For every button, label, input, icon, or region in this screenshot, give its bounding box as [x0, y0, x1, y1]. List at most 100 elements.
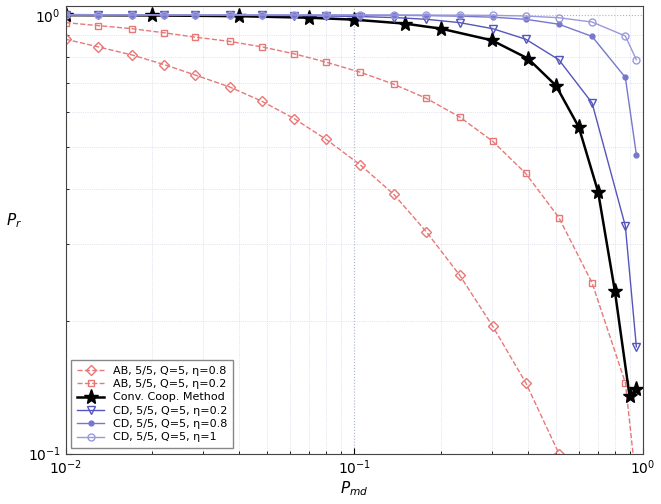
Conv. Coop. Method: [488, 37, 496, 43]
Conv. Coop. Method: [305, 15, 313, 21]
AB, 5/5, Q=5, η=0.2: [390, 81, 398, 87]
Line: Conv. Coop. Method: Conv. Coop. Method: [58, 8, 644, 404]
CD, 5/5, Q=5, η=1: [488, 13, 496, 19]
CD, 5/5, Q=5, η=0.8: [555, 21, 563, 27]
CD, 5/5, Q=5, η=0.2: [422, 16, 430, 22]
CD, 5/5, Q=5, η=0.8: [190, 12, 198, 18]
AB, 5/5, Q=5, η=0.2: [290, 51, 298, 57]
CD, 5/5, Q=5, η=0.2: [290, 13, 298, 19]
CD, 5/5, Q=5, η=0.2: [522, 36, 529, 42]
CD, 5/5, Q=5, η=1: [258, 12, 266, 18]
AB, 5/5, Q=5, η=0.8: [488, 323, 496, 329]
Conv. Coop. Method: [575, 124, 583, 130]
CD, 5/5, Q=5, η=1: [225, 12, 233, 18]
AB, 5/5, Q=5, η=0.2: [555, 215, 563, 221]
Conv. Coop. Method: [552, 83, 560, 89]
AB, 5/5, Q=5, η=0.2: [522, 170, 529, 176]
CD, 5/5, Q=5, η=0.2: [161, 12, 169, 18]
AB, 5/5, Q=5, η=0.2: [190, 34, 198, 40]
AB, 5/5, Q=5, η=0.8: [225, 84, 233, 90]
CD, 5/5, Q=5, η=0.8: [128, 12, 136, 18]
Conv. Coop. Method: [524, 55, 532, 61]
CD, 5/5, Q=5, η=0.8: [61, 12, 69, 18]
AB, 5/5, Q=5, η=0.2: [322, 59, 330, 65]
CD, 5/5, Q=5, η=0.8: [455, 13, 463, 19]
AB, 5/5, Q=5, η=0.8: [522, 380, 529, 386]
AB, 5/5, Q=5, η=0.2: [161, 30, 169, 36]
CD, 5/5, Q=5, η=1: [422, 12, 430, 18]
CD, 5/5, Q=5, η=1: [588, 19, 596, 25]
CD, 5/5, Q=5, η=0.8: [225, 12, 233, 18]
Conv. Coop. Method: [149, 13, 157, 19]
AB, 5/5, Q=5, η=0.2: [128, 26, 136, 32]
Line: CD, 5/5, Q=5, η=0.8: CD, 5/5, Q=5, η=0.8: [61, 10, 641, 160]
CD, 5/5, Q=5, η=0.8: [621, 75, 629, 81]
CD, 5/5, Q=5, η=1: [555, 15, 563, 21]
Conv. Coop. Method: [625, 393, 633, 399]
Legend: AB, 5/5, Q=5, η=0.8, AB, 5/5, Q=5, η=0.2, Conv. Coop. Method, CD, 5/5, Q=5, η=0.: AB, 5/5, Q=5, η=0.8, AB, 5/5, Q=5, η=0.2…: [71, 360, 233, 448]
CD, 5/5, Q=5, η=0.2: [588, 100, 596, 106]
Conv. Coop. Method: [350, 17, 358, 23]
AB, 5/5, Q=5, η=0.8: [190, 72, 198, 78]
AB, 5/5, Q=5, η=0.2: [61, 20, 69, 26]
CD, 5/5, Q=5, η=1: [95, 12, 102, 18]
Line: CD, 5/5, Q=5, η=1: CD, 5/5, Q=5, η=1: [62, 12, 640, 63]
CD, 5/5, Q=5, η=0.8: [322, 12, 330, 18]
CD, 5/5, Q=5, η=0.2: [61, 12, 69, 18]
AB, 5/5, Q=5, η=0.2: [225, 38, 233, 44]
Conv. Coop. Method: [235, 13, 243, 19]
X-axis label: $P_{md}$: $P_{md}$: [340, 480, 368, 498]
AB, 5/5, Q=5, η=0.8: [390, 191, 398, 197]
CD, 5/5, Q=5, η=1: [455, 12, 463, 18]
CD, 5/5, Q=5, η=0.8: [422, 13, 430, 19]
AB, 5/5, Q=5, η=0.2: [422, 95, 430, 101]
AB, 5/5, Q=5, η=0.2: [621, 380, 629, 386]
CD, 5/5, Q=5, η=0.2: [322, 13, 330, 19]
CD, 5/5, Q=5, η=0.8: [488, 14, 496, 20]
CD, 5/5, Q=5, η=1: [322, 12, 330, 18]
CD, 5/5, Q=5, η=0.2: [488, 26, 496, 32]
AB, 5/5, Q=5, η=0.8: [422, 229, 430, 235]
AB, 5/5, Q=5, η=0.2: [633, 481, 641, 487]
AB, 5/5, Q=5, η=0.8: [258, 98, 266, 104]
AB, 5/5, Q=5, η=0.2: [258, 44, 266, 50]
CD, 5/5, Q=5, η=1: [633, 57, 641, 63]
CD, 5/5, Q=5, η=1: [290, 12, 298, 18]
CD, 5/5, Q=5, η=0.8: [633, 152, 641, 158]
CD, 5/5, Q=5, η=0.2: [390, 15, 398, 21]
AB, 5/5, Q=5, η=0.8: [128, 52, 136, 58]
CD, 5/5, Q=5, η=0.8: [258, 12, 266, 18]
CD, 5/5, Q=5, η=0.8: [522, 16, 529, 22]
Conv. Coop. Method: [401, 21, 409, 27]
CD, 5/5, Q=5, η=1: [356, 12, 364, 18]
AB, 5/5, Q=5, η=0.8: [555, 451, 563, 457]
CD, 5/5, Q=5, η=0.2: [633, 344, 641, 350]
CD, 5/5, Q=5, η=1: [522, 13, 529, 19]
Line: AB, 5/5, Q=5, η=0.2: AB, 5/5, Q=5, η=0.2: [62, 19, 640, 488]
CD, 5/5, Q=5, η=1: [190, 12, 198, 18]
AB, 5/5, Q=5, η=0.2: [455, 114, 463, 120]
AB, 5/5, Q=5, η=0.8: [322, 137, 330, 143]
AB, 5/5, Q=5, η=0.2: [588, 280, 596, 286]
AB, 5/5, Q=5, η=0.2: [95, 23, 102, 29]
CD, 5/5, Q=5, η=0.2: [455, 20, 463, 26]
CD, 5/5, Q=5, η=0.2: [190, 12, 198, 18]
AB, 5/5, Q=5, η=0.8: [356, 162, 364, 168]
CD, 5/5, Q=5, η=0.8: [290, 12, 298, 18]
Conv. Coop. Method: [594, 189, 602, 195]
AB, 5/5, Q=5, η=0.8: [95, 44, 102, 50]
CD, 5/5, Q=5, η=0.8: [356, 12, 364, 18]
AB, 5/5, Q=5, η=0.8: [61, 36, 69, 42]
Conv. Coop. Method: [611, 288, 619, 294]
CD, 5/5, Q=5, η=1: [61, 12, 69, 18]
CD, 5/5, Q=5, η=0.8: [95, 12, 102, 18]
AB, 5/5, Q=5, η=0.8: [161, 61, 169, 68]
Conv. Coop. Method: [437, 26, 445, 32]
CD, 5/5, Q=5, η=0.8: [588, 33, 596, 39]
CD, 5/5, Q=5, η=0.8: [161, 12, 169, 18]
CD, 5/5, Q=5, η=0.2: [128, 12, 136, 18]
AB, 5/5, Q=5, η=0.2: [356, 69, 364, 75]
CD, 5/5, Q=5, η=0.2: [95, 12, 102, 18]
CD, 5/5, Q=5, η=1: [161, 12, 169, 18]
AB, 5/5, Q=5, η=0.8: [455, 272, 463, 278]
